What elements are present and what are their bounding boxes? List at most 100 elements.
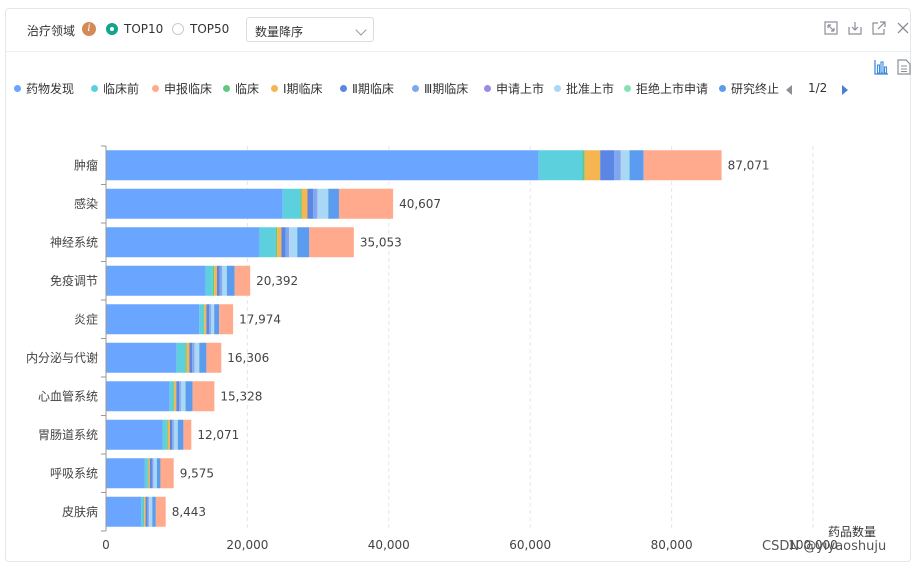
bar-segment	[277, 227, 282, 258]
bar-segment	[216, 265, 220, 296]
bar-segment	[214, 265, 217, 296]
info-icon[interactable]: i	[82, 22, 96, 36]
legend-prev-page-icon[interactable]	[786, 85, 792, 95]
bar-segment	[174, 381, 177, 412]
bar-segment	[160, 458, 174, 489]
bar-segment	[143, 496, 145, 527]
bar-total-label: 40,607	[399, 197, 441, 211]
bar-segment	[219, 265, 222, 296]
bar-segment	[219, 304, 234, 335]
bar-segment	[176, 342, 186, 373]
y-tick-label: 胃肠道系统	[38, 428, 98, 442]
bar-segment	[172, 419, 174, 450]
legend-item[interactable]: 临床前	[91, 80, 139, 97]
x-axis-title: 药品数量	[828, 524, 876, 539]
legend-dot	[91, 85, 98, 92]
legend-label: 临床前	[103, 82, 140, 96]
bar-segment	[205, 265, 213, 296]
bar-total-label: 35,053	[360, 235, 402, 249]
y-tick-label: 炎症	[74, 311, 98, 326]
bar-segment	[281, 227, 286, 258]
bar-segment	[141, 496, 144, 527]
document-icon[interactable]	[897, 59, 911, 75]
bar-segment	[177, 419, 184, 450]
external-link-icon[interactable]	[872, 21, 886, 35]
y-tick-label: 神经系统	[50, 235, 98, 249]
bar-segment	[176, 381, 180, 412]
x-tick-label: 100,000	[788, 538, 838, 552]
legend-item[interactable]: 药物发现	[14, 80, 74, 97]
close-icon[interactable]	[896, 21, 910, 35]
bar-segment	[234, 265, 251, 296]
y-tick-label: 呼吸系统	[50, 466, 98, 480]
bar-segment	[147, 496, 149, 527]
bar-segment	[289, 227, 297, 258]
radio-top10-label[interactable]: TOP10	[124, 22, 164, 36]
bar-segment	[194, 342, 199, 373]
legend-item[interactable]: Ⅲ期临床	[412, 80, 468, 97]
bar-segment	[180, 381, 186, 412]
bar-segment	[179, 381, 181, 412]
bar-total-label: 15,328	[220, 389, 262, 403]
bar-segment	[203, 304, 205, 335]
bar-segment	[156, 458, 161, 489]
bar-segment	[155, 496, 166, 527]
y-tick-label: 心血管系统	[38, 388, 98, 403]
bar-chart-icon[interactable]	[873, 59, 889, 75]
bar-segment	[199, 342, 207, 373]
legend-dot	[484, 85, 491, 92]
bar-segment	[209, 304, 211, 335]
legend-item[interactable]: 申报临床	[152, 80, 212, 97]
legend-label: Ⅰ期临床	[283, 82, 323, 96]
legend-item[interactable]: Ⅰ期临床	[271, 80, 323, 97]
bar-segment	[212, 265, 215, 296]
bar-segment	[147, 458, 149, 489]
bar-segment	[149, 496, 152, 527]
bar-segment	[620, 150, 630, 181]
watermark: CSDN @yiyaoshuju	[762, 539, 887, 554]
bar-segment	[282, 188, 301, 219]
download-icon[interactable]	[848, 21, 862, 35]
bar-segment	[106, 188, 283, 219]
bar-segment	[106, 496, 142, 527]
fullscreen-icon[interactable]	[824, 21, 838, 35]
legend-label: 申请上市	[496, 82, 545, 96]
sort-select-value: 数量降序	[255, 25, 304, 39]
bar-segment	[167, 419, 170, 450]
bar-segment	[584, 150, 601, 181]
bar-segment	[301, 188, 308, 219]
radio-top50-label[interactable]: TOP50	[190, 22, 230, 36]
legend-item[interactable]: Ⅱ期临床	[340, 80, 394, 97]
sort-select[interactable]: 数量降序	[246, 17, 374, 42]
legend-item[interactable]: 批准上市	[554, 80, 614, 97]
legend-label: 申报临床	[164, 82, 213, 96]
legend-item[interactable]: 拒绝上市申请	[624, 80, 708, 97]
radio-top10[interactable]	[106, 23, 118, 35]
bar-segment	[307, 188, 314, 219]
bar-segment	[106, 304, 200, 335]
bar-segment	[206, 342, 222, 373]
legend-label: 药物发现	[26, 82, 75, 96]
bar-segment	[145, 496, 148, 527]
bar-total-label: 17,974	[239, 312, 281, 326]
bar-segment	[106, 458, 145, 489]
legend-item[interactable]: 临床	[223, 80, 259, 97]
legend-label: Ⅲ期临床	[424, 82, 469, 96]
legend-label: 临床	[235, 82, 260, 96]
bar-segment	[313, 188, 317, 219]
x-tick-label: 40,000	[368, 538, 410, 552]
legend-item[interactable]: 申请上市	[484, 80, 544, 97]
legend-dot	[223, 85, 230, 92]
bar-segment	[210, 304, 214, 335]
legend-dot	[412, 85, 419, 92]
y-tick-label: 免疫调节	[50, 273, 98, 288]
bar-segment	[186, 342, 190, 373]
bar-segment	[192, 381, 215, 412]
radio-top50[interactable]	[172, 23, 184, 35]
bar-segment	[151, 458, 154, 489]
bar-segment	[162, 419, 167, 450]
legend-item[interactable]: 研究终止	[719, 80, 779, 97]
bar-segment	[222, 265, 227, 296]
legend-next-page-icon[interactable]	[842, 85, 848, 95]
